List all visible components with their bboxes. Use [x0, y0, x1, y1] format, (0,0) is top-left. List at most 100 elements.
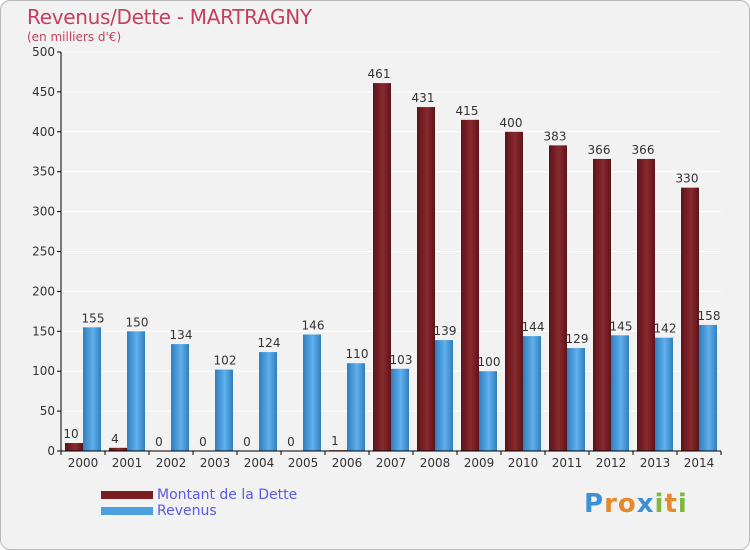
legend-label-dette: Montant de la Dette — [157, 487, 298, 503]
bar-revenus — [699, 324, 717, 451]
bar-dette — [417, 107, 435, 451]
data-label-dette: 366 — [588, 143, 611, 157]
chart-subtitle: (en milliers d'€) — [27, 30, 122, 44]
bar-revenus — [83, 327, 101, 451]
data-label-dette: 431 — [412, 91, 435, 105]
x-tick-label: 2007 — [376, 456, 407, 470]
proxiti-logo: Proxiti — [584, 489, 688, 519]
bar-revenus — [567, 348, 585, 451]
y-tick-label: 350 — [32, 165, 55, 179]
chart-legend: Montant de la Dette Revenus — [101, 487, 297, 519]
bar-revenus — [215, 369, 233, 451]
bar-revenus — [611, 335, 629, 451]
legend-label-revenus: Revenus — [157, 503, 217, 519]
x-tick-label: 2010 — [508, 456, 539, 470]
data-label-dette: 10 — [63, 427, 78, 441]
data-label-dette: 366 — [632, 143, 655, 157]
x-tick-label: 2006 — [332, 456, 363, 470]
data-label-dette: 383 — [544, 129, 567, 143]
bar-revenus — [127, 331, 145, 451]
data-label-revenus: 129 — [566, 332, 589, 346]
legend-item-dette: Montant de la Dette — [101, 487, 297, 503]
bar-dette — [505, 131, 523, 452]
data-label-revenus: 144 — [522, 320, 545, 334]
bar-dette — [461, 119, 479, 451]
logo-letter: r — [604, 489, 618, 519]
legend-item-revenus: Revenus — [101, 503, 297, 519]
x-tick-label: 2008 — [420, 456, 451, 470]
data-label-dette: 461 — [368, 67, 391, 81]
y-tick-label: 500 — [32, 45, 55, 59]
y-tick-label: 150 — [32, 324, 55, 338]
data-label-dette: 400 — [500, 116, 523, 130]
data-label-dette: 0 — [287, 435, 295, 449]
data-label-revenus: 139 — [434, 324, 457, 338]
x-tick-label: 2014 — [684, 456, 715, 470]
bar-dette — [549, 145, 567, 451]
y-tick-label: 250 — [32, 245, 55, 259]
bar-dette — [593, 158, 611, 451]
x-tick-label: 2000 — [68, 456, 99, 470]
x-tick-label: 2009 — [464, 456, 495, 470]
logo-letter: t — [664, 489, 678, 519]
logo-letter: x — [636, 489, 655, 519]
data-label-revenus: 103 — [390, 353, 413, 367]
bar-dette — [637, 158, 655, 451]
bar-dette — [109, 447, 127, 451]
y-tick-label: 100 — [32, 364, 55, 378]
x-tick-label: 2012 — [596, 456, 627, 470]
legend-swatch-revenus — [101, 507, 153, 515]
bar-revenus — [479, 371, 497, 451]
data-label-dette: 415 — [456, 104, 479, 118]
data-label-dette: 4 — [111, 432, 119, 446]
bar-revenus — [347, 363, 365, 451]
logo-letter: i — [654, 489, 665, 519]
bar-revenus — [435, 340, 453, 451]
data-label-revenus: 110 — [346, 347, 369, 361]
bar-dette — [65, 443, 83, 451]
data-label-revenus: 158 — [698, 309, 721, 323]
data-label-dette: 330 — [676, 172, 699, 186]
x-tick-label: 2011 — [552, 456, 583, 470]
data-label-revenus: 150 — [126, 315, 149, 329]
data-label-dette: 0 — [243, 435, 251, 449]
data-label-revenus: 124 — [258, 336, 281, 350]
x-tick-label: 2004 — [244, 456, 275, 470]
data-label-dette: 1 — [331, 434, 339, 448]
x-tick-label: 2005 — [288, 456, 319, 470]
y-tick-label: 50 — [40, 404, 55, 418]
bar-revenus — [391, 368, 409, 451]
data-label-revenus: 146 — [302, 318, 325, 332]
data-label-revenus: 142 — [654, 322, 677, 336]
x-tick-label: 2001 — [112, 456, 143, 470]
logo-letter: i — [677, 489, 688, 519]
data-label-revenus: 134 — [170, 328, 193, 342]
x-tick-label: 2013 — [640, 456, 671, 470]
data-label-revenus: 145 — [610, 319, 633, 333]
data-label-dette: 0 — [155, 435, 163, 449]
bar-revenus — [259, 352, 277, 451]
y-tick-label: 400 — [32, 125, 55, 139]
bar-dette — [681, 187, 699, 451]
y-tick-label: 300 — [32, 205, 55, 219]
y-tick-label: 450 — [32, 85, 55, 99]
data-label-dette: 0 — [199, 435, 207, 449]
data-label-revenus: 155 — [82, 311, 105, 325]
y-tick-label: 0 — [47, 444, 55, 458]
data-label-revenus: 100 — [478, 355, 501, 369]
y-tick-label: 200 — [32, 284, 55, 298]
bar-revenus — [171, 344, 189, 451]
bar-revenus — [303, 334, 321, 451]
bar-revenus — [523, 336, 541, 451]
x-tick-label: 2002 — [156, 456, 187, 470]
logo-letter: P — [584, 489, 605, 519]
bar-revenus — [655, 337, 673, 451]
bar-dette — [373, 83, 391, 451]
logo-letter: o — [617, 489, 637, 519]
x-tick-label: 2003 — [200, 456, 231, 470]
legend-swatch-dette — [101, 491, 153, 499]
data-label-revenus: 102 — [214, 354, 237, 368]
chart-title: Revenus/Dette - MARTRAGNY — [27, 5, 312, 29]
